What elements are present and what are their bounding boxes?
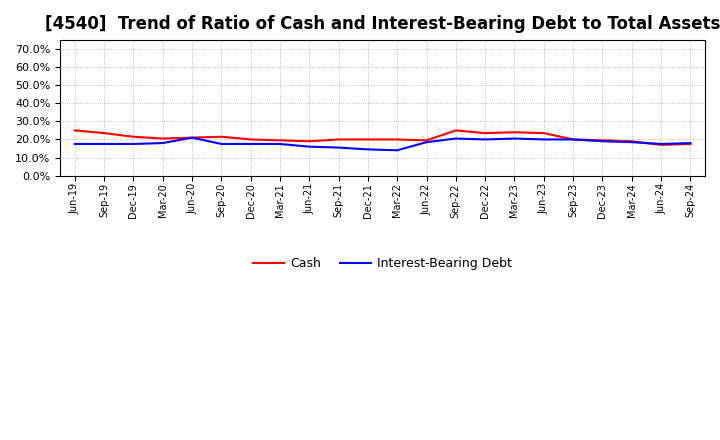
Cash [188, 135, 197, 140]
Interest-Bearing Debt [481, 137, 490, 142]
Interest-Bearing Debt [129, 141, 138, 147]
Cash [334, 137, 343, 142]
Interest-Bearing Debt [657, 141, 665, 147]
Interest-Bearing Debt [451, 136, 460, 141]
Cash [686, 141, 695, 147]
Interest-Bearing Debt [627, 139, 636, 145]
Title: [4540]  Trend of Ratio of Cash and Interest-Bearing Debt to Total Assets: [4540] Trend of Ratio of Cash and Intere… [45, 15, 720, 33]
Line: Cash: Cash [75, 130, 690, 145]
Interest-Bearing Debt [510, 136, 519, 141]
Interest-Bearing Debt [393, 148, 402, 153]
Cash [510, 130, 519, 135]
Cash [246, 137, 255, 142]
Cash [158, 136, 167, 141]
Interest-Bearing Debt [158, 140, 167, 146]
Cash [627, 139, 636, 144]
Interest-Bearing Debt [246, 141, 255, 147]
Interest-Bearing Debt [71, 141, 79, 147]
Interest-Bearing Debt [334, 145, 343, 150]
Interest-Bearing Debt [422, 139, 431, 145]
Cash [539, 131, 548, 136]
Interest-Bearing Debt [539, 137, 548, 142]
Line: Interest-Bearing Debt: Interest-Bearing Debt [75, 138, 690, 150]
Interest-Bearing Debt [305, 144, 314, 149]
Cash [100, 131, 109, 136]
Cash [393, 137, 402, 142]
Cash [569, 137, 577, 142]
Interest-Bearing Debt [100, 141, 109, 147]
Cash [598, 138, 607, 143]
Interest-Bearing Debt [686, 140, 695, 146]
Interest-Bearing Debt [569, 137, 577, 142]
Cash [276, 138, 284, 143]
Legend: Cash, Interest-Bearing Debt: Cash, Interest-Bearing Debt [248, 252, 517, 275]
Cash [305, 139, 314, 144]
Interest-Bearing Debt [598, 139, 607, 144]
Interest-Bearing Debt [217, 141, 225, 147]
Cash [657, 142, 665, 147]
Cash [129, 134, 138, 139]
Cash [481, 131, 490, 136]
Cash [217, 134, 225, 139]
Interest-Bearing Debt [188, 135, 197, 140]
Cash [364, 137, 372, 142]
Interest-Bearing Debt [276, 141, 284, 147]
Interest-Bearing Debt [364, 147, 372, 152]
Cash [451, 128, 460, 133]
Cash [71, 128, 79, 133]
Cash [422, 138, 431, 143]
